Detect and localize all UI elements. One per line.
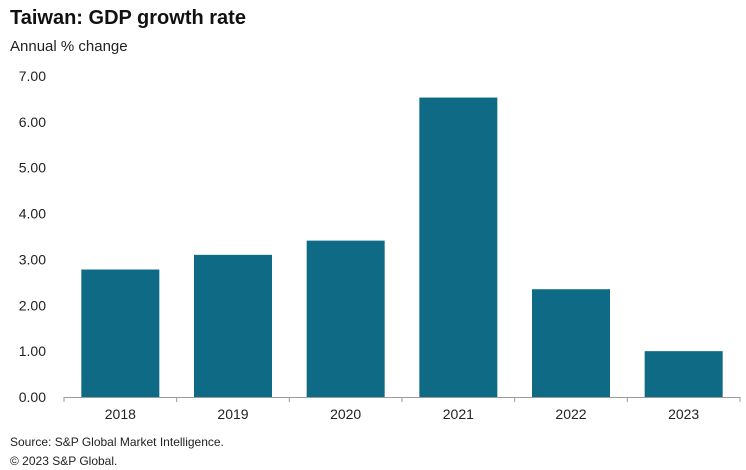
x-tick-label: 2023 (668, 406, 699, 422)
x-tick-label: 2021 (443, 406, 474, 422)
bar-chart: 0.00 1.00 2.00 3.00 4.00 5.00 6.00 7.00 2018 2019… (19, 68, 741, 422)
chart-subtitle: Annual % change (10, 38, 128, 55)
chart-title: Taiwan: GDP growth rate (10, 7, 246, 29)
bar (644, 351, 723, 397)
y-tick-label: 1.00 (19, 343, 46, 359)
x-tick-label: 2022 (555, 406, 586, 422)
y-tick-label: 4.00 (19, 206, 46, 222)
bar (194, 254, 272, 397)
y-tick-label: 7.00 (19, 68, 46, 84)
y-tick-label: 3.00 (19, 251, 46, 267)
x-tick-label: 2018 (105, 406, 136, 422)
y-tick-label: 5.00 (19, 160, 46, 176)
x-tick-label: 2019 (217, 406, 248, 422)
bar (306, 240, 385, 397)
bar (81, 269, 160, 397)
bar (419, 97, 498, 397)
y-tick-label: 6.00 (19, 114, 46, 130)
source-note: Source: S&P Global Market Intelligence. (10, 435, 224, 449)
copyright-note: © 2023 S&P Global. (10, 454, 118, 468)
bar (532, 289, 610, 397)
y-tick-label: 0.00 (19, 389, 46, 405)
y-tick-label: 2.00 (19, 297, 46, 313)
x-tick-label: 2020 (330, 406, 361, 422)
